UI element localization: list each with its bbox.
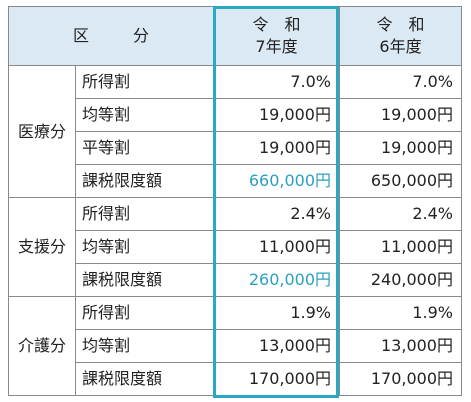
item-label: 所得割 — [75, 65, 214, 99]
table-row: 均等割 13,000円 13,000円 — [9, 329, 462, 363]
reiwa7-header: 令 和 7年度 — [213, 6, 340, 66]
category-medical: 医療分 — [8, 65, 76, 198]
item-label: 平等割 — [75, 131, 214, 165]
value-r6: 650,000円 — [339, 164, 462, 198]
table-row: 平等割 19,000円 19,000円 — [9, 131, 462, 165]
value-r6: 2.4% — [339, 197, 462, 231]
value-r7: 19,000円 — [213, 131, 340, 165]
reiwa6-year: 6年度 — [379, 37, 422, 56]
table-row: 医療分 所得割 7.0% 7.0% — [8, 65, 462, 198]
value-r7: 170,000円 — [213, 362, 340, 396]
value-r6: 170,000円 — [339, 362, 462, 396]
value-r7: 13,000円 — [213, 329, 340, 363]
value-r6: 19,000円 — [339, 98, 462, 132]
category-support: 支援分 — [8, 197, 76, 297]
item-label: 所得割 — [75, 197, 214, 231]
table-row: 課税限度額 260,000円 240,000円 — [9, 263, 462, 297]
value-r6: 240,000円 — [339, 263, 462, 297]
value-r7-changed: 260,000円 — [213, 263, 340, 297]
reiwa7-year: 7年度 — [255, 37, 298, 56]
kubun-char-right: 分 — [133, 26, 150, 45]
reiwa7-era: 令 和 — [252, 15, 301, 34]
item-label: 均等割 — [75, 98, 214, 132]
value-r6: 7.0% — [339, 65, 462, 99]
header-row: 区分 令 和 7年度 令 和 6年度 — [8, 6, 462, 66]
table-row: 課税限度額 170,000円 170,000円 — [9, 362, 462, 396]
item-label: 均等割 — [75, 230, 214, 264]
item-label: 均等割 — [75, 329, 214, 363]
category-nursing-care: 介護分 — [8, 296, 76, 396]
value-r7: 1.9% — [213, 296, 340, 330]
value-r6: 11,000円 — [339, 230, 462, 264]
table-row: 均等割 11,000円 11,000円 — [9, 230, 462, 264]
value-r7: 2.4% — [213, 197, 340, 231]
value-r7: 7.0% — [213, 65, 340, 99]
value-r6: 19,000円 — [339, 131, 462, 165]
table-row: 支援分 所得割 2.4% 2.4% — [8, 197, 462, 297]
table-row: 介護分 所得割 1.9% 1.9% — [8, 296, 462, 396]
value-r6: 1.9% — [339, 296, 462, 330]
value-r7-changed: 660,000円 — [213, 164, 340, 198]
item-label: 所得割 — [75, 296, 214, 330]
value-r7: 19,000円 — [213, 98, 340, 132]
tax-rate-table: 区分 令 和 7年度 令 和 6年度 医療分 所得割 7.0% 7.0% 均等割 1… — [8, 6, 462, 396]
value-r7: 11,000円 — [213, 230, 340, 264]
reiwa6-header: 令 和 6年度 — [339, 6, 462, 66]
kubun-header: 区分 — [8, 6, 214, 66]
item-label: 課税限度額 — [75, 164, 214, 198]
reiwa6-era: 令 和 — [376, 15, 425, 34]
item-label: 課税限度額 — [75, 263, 214, 297]
value-r6: 13,000円 — [339, 329, 462, 363]
kubun-char-left: 区 — [72, 26, 89, 45]
item-label: 課税限度額 — [75, 362, 214, 396]
table-row: 均等割 19,000円 19,000円 — [9, 98, 462, 132]
table-row: 課税限度額 660,000円 650,000円 — [9, 164, 462, 198]
